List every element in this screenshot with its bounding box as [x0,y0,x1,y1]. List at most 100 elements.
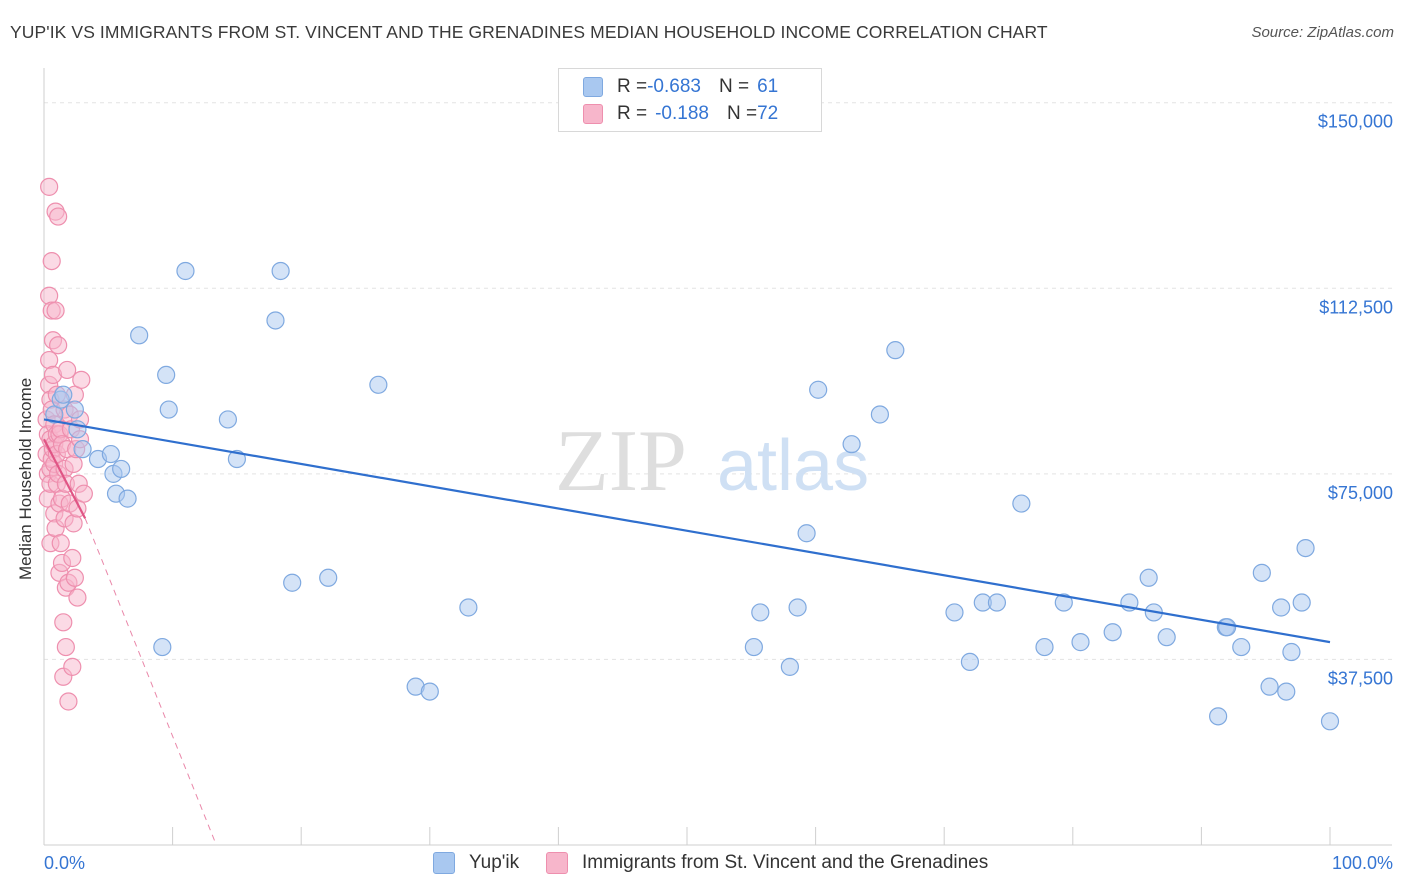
data-point [1277,682,1296,701]
data-point [1139,568,1158,587]
data-point [788,598,807,617]
data-point [266,311,285,330]
n-label: N = [726,103,758,124]
source-label: Source: ZipAtlas.com [1251,24,1394,41]
r-value: -0.683 [647,76,701,97]
data-point [960,652,980,672]
data-point [51,534,70,553]
r-label: R = [617,103,648,124]
data-point [176,261,195,281]
data-point [65,400,84,419]
data-point [63,657,82,676]
y-tick-label: $112,500 [1319,297,1393,317]
data-point [63,548,82,568]
data-point [1232,637,1251,657]
data-point [73,440,92,459]
data-point [1218,618,1237,637]
data-point [65,568,84,587]
data-point [227,449,246,469]
data-point [1103,623,1122,642]
data-point [945,603,964,622]
trend-lines [43,418,1331,846]
data-point [40,177,59,196]
data-point [1296,538,1315,558]
n-value: 72 [757,103,779,124]
data-point [751,603,770,622]
grid-lines [44,102,1392,660]
data-point [842,435,861,454]
data-point [64,454,83,474]
y-tick-label: $150,000 [1318,112,1393,132]
chart-title: YUP'IK VS IMMIGRANTS FROM ST. VINCENT AN… [10,22,1048,42]
data-point [49,207,68,226]
x-tick-label: 100.0% [1332,853,1393,873]
data-point [49,336,68,355]
blue-points [45,261,1340,731]
data-point [157,365,176,385]
data-point [369,375,388,394]
data-point [886,341,905,360]
data-point [159,400,178,419]
legend-item-immigrants: Immigrants from St. Vincent and the Gren… [546,852,988,874]
data-point [420,682,439,701]
y-tick-label: $37,500 [1328,668,1393,688]
data-point [130,326,149,345]
legend-label: Yup'ik [469,852,520,873]
data-point [64,514,83,533]
data-point [153,637,172,657]
data-point [1209,707,1228,726]
r-value: -0.188 [655,103,709,124]
data-point [319,568,338,587]
data-point [1272,598,1291,617]
data-point [54,613,73,632]
data-point [271,261,290,281]
data-point [68,588,87,607]
data-point [74,484,93,503]
data-point [780,657,799,676]
data-point [59,692,78,711]
data-point [46,301,65,320]
data-point [987,593,1007,612]
data-point [870,405,890,424]
data-point [1320,712,1340,731]
data-point [744,637,763,657]
correlation-legend: R = -0.683 N = 61 R = -0.188 N = 72 [558,68,822,132]
legend-label: Immigrants from St. Vincent and the Gren… [582,852,989,873]
legend-swatch-blue [583,77,603,97]
r-label: R = [617,76,648,97]
data-point [1035,637,1054,657]
data-point [40,350,59,370]
watermark: ZIP atlas [555,413,869,510]
data-point [101,444,120,464]
data-point [809,380,828,399]
data-point [1012,494,1031,513]
legend-item-yupik: Yup'ik [433,852,519,874]
data-point [54,385,73,404]
pink-points [37,177,93,711]
data-point [1282,642,1301,662]
watermark-atlas: atlas [717,426,869,506]
x-tick-label: 0.0% [44,853,85,873]
data-point [1260,677,1279,696]
data-point [112,459,131,479]
trend-line-yupik [43,418,1331,644]
n-label: N = [718,76,750,97]
watermark-zip: ZIP [555,413,687,510]
data-point [797,524,816,543]
data-point [72,370,91,389]
data-point [42,251,61,271]
data-point [118,489,137,508]
legend-swatch-pink [546,852,568,874]
data-point [218,410,237,429]
data-point [459,598,478,617]
data-point [56,637,75,657]
data-point [1157,628,1176,647]
data-point [1252,563,1271,582]
legend-row-yupik: R = -0.683 N = 61 [583,75,778,99]
tick-labels: $37,500 $75,000 $112,500 $150,000 0.0% 100.0% [44,112,1393,873]
data-point [1071,633,1090,652]
data-point [1054,593,1073,612]
data-point [283,573,302,592]
legend-swatch-blue [433,852,455,874]
